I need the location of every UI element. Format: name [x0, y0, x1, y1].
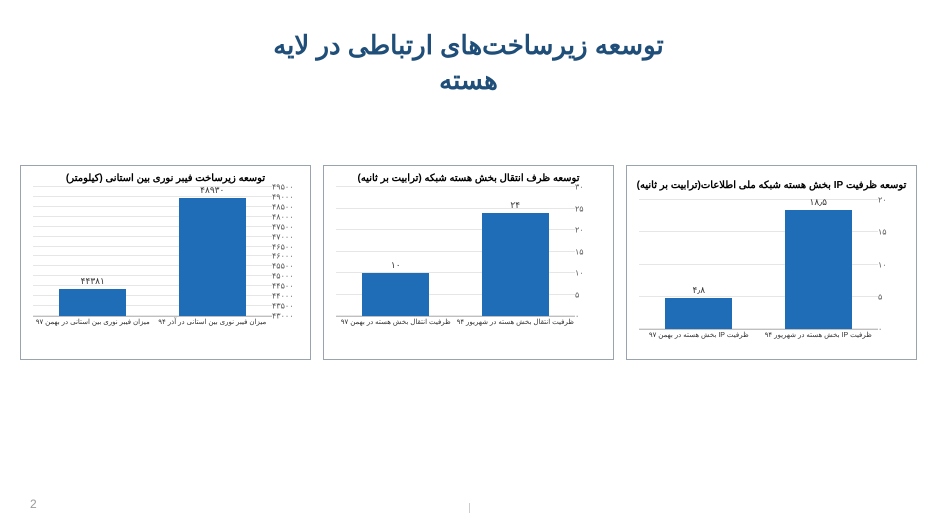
x-label: میزان فیبر نوری بین استانی در بهمن ۹۷: [33, 319, 153, 327]
chart-0: توسعه زیرساخت فیبر نوری بین استانی (کیلو…: [20, 165, 311, 360]
ytick-label: ۲۰: [878, 196, 889, 205]
charts-row: توسعه زیرساخت فیبر نوری بین استانی (کیلو…: [20, 165, 917, 360]
ytick-label: ۰: [575, 312, 581, 321]
page-number: 2: [30, 497, 37, 511]
bar-value-label: ۴۸۹۳۰: [200, 185, 224, 196]
bar-value-label: ۲۴: [510, 200, 520, 211]
bar: ۴٫۸: [665, 298, 732, 329]
x-labels: ظرفیت انتقال بخش هسته در شهریور ۹۴ظرفیت …: [336, 319, 575, 327]
ytick-label: ۴۷۵۰۰: [272, 222, 295, 231]
ytick-label: ۴۴۵۰۰: [272, 282, 295, 291]
gridline: [336, 208, 575, 209]
ytick-label: ۴۵۰۰۰: [272, 272, 295, 281]
gridline: [33, 196, 272, 197]
x-labels: میزان فیبر نوری بین استانی در آذر ۹۴میزا…: [33, 319, 272, 327]
gridline: [336, 186, 575, 187]
ytick-label: ۴۴۰۰۰: [272, 292, 295, 301]
ytick-label: ۵: [878, 292, 884, 301]
slide-title: توسعه زیرساخت‌های ارتباطی در لایه هسته: [0, 30, 937, 96]
bar: ۲۴: [482, 213, 549, 316]
ytick-label: ۲۵: [575, 204, 586, 213]
bar: ۱۸٫۵: [785, 210, 852, 329]
ytick-label: ۴۳۰۰۰: [272, 312, 295, 321]
x-label: ظرفیت IP بخش هسته در بهمن ۹۷: [639, 332, 759, 340]
ytick-label: ۴۶۵۰۰: [272, 242, 295, 251]
footer-divider: [469, 503, 470, 513]
x-label: ظرفیت انتقال بخش هسته در شهریور ۹۴: [456, 319, 576, 327]
ytick-label: ۵: [575, 290, 581, 299]
ytick-label: ۴۶۰۰۰: [272, 252, 295, 261]
bar: ۴۸۹۳۰: [179, 198, 246, 316]
title-line-2: هسته: [0, 65, 937, 96]
ytick-label: ۴۸۰۰۰: [272, 212, 295, 221]
chart-plot: ۰۵۱۰۱۵۲۰۲۵۳۰۱۰۲۴: [336, 187, 575, 317]
bar: ۱۰: [362, 273, 429, 316]
ytick-label: ۴۸۵۰۰: [272, 202, 295, 211]
x-labels: ظرفیت IP بخش هسته در شهریور ۹۴ظرفیت IP ب…: [639, 332, 878, 340]
title-line-1: توسعه زیرساخت‌های ارتباطی در لایه: [0, 30, 937, 61]
ytick-label: ۱۰: [575, 269, 586, 278]
ytick-label: ۴۵۵۰۰: [272, 262, 295, 271]
chart-plot: ۴۳۰۰۰۴۳۵۰۰۴۴۰۰۰۴۴۵۰۰۴۵۰۰۰۴۵۵۰۰۴۶۰۰۰۴۶۵۰۰…: [33, 187, 272, 317]
ytick-label: ۱۵: [575, 247, 586, 256]
ytick-label: ۴۹۵۰۰: [272, 183, 295, 192]
chart-title: توسعه زیرساخت فیبر نوری بین استانی (کیلو…: [27, 172, 304, 185]
bar-value-label: ۱۰: [391, 260, 401, 271]
gridline: [33, 186, 272, 187]
x-label: ظرفیت انتقال بخش هسته در بهمن ۹۷: [336, 319, 456, 327]
chart-plot: ۰۵۱۰۱۵۲۰۴٫۸۱۸٫۵: [639, 200, 878, 330]
chart-2: توسعه ظرفیت IP بخش هسته شبکه ملی اطلاعات…: [626, 165, 917, 360]
x-label: میزان فیبر نوری بین استانی در آذر ۹۴: [153, 319, 273, 327]
x-label: ظرفیت IP بخش هسته در شهریور ۹۴: [759, 332, 879, 340]
chart-title: توسعه ظرفیت IP بخش هسته شبکه ملی اطلاعات…: [633, 172, 910, 198]
ytick-label: ۱۰: [878, 260, 889, 269]
bar-value-label: ۱۸٫۵: [810, 197, 827, 208]
ytick-label: ۴۷۰۰۰: [272, 232, 295, 241]
bar-value-label: ۴۴۳۸۱: [81, 276, 105, 287]
ytick-label: ۴۳۵۰۰: [272, 302, 295, 311]
ytick-label: ۳۰: [575, 183, 586, 192]
chart-1: توسعه ظرف انتقال بخش هسته شبکه (ترابیت ب…: [323, 165, 614, 360]
ytick-label: ۲۰: [575, 226, 586, 235]
chart-title: توسعه ظرف انتقال بخش هسته شبکه (ترابیت ب…: [330, 172, 607, 185]
ytick-label: ۱۵: [878, 228, 889, 237]
bar: ۴۴۳۸۱: [59, 289, 126, 316]
ytick-label: ۰: [878, 325, 884, 334]
slide: توسعه زیرساخت‌های ارتباطی در لایه هسته ت…: [0, 0, 937, 525]
bar-value-label: ۴٫۸: [692, 285, 705, 296]
gridline: [639, 199, 878, 200]
ytick-label: ۴۹۰۰۰: [272, 192, 295, 201]
